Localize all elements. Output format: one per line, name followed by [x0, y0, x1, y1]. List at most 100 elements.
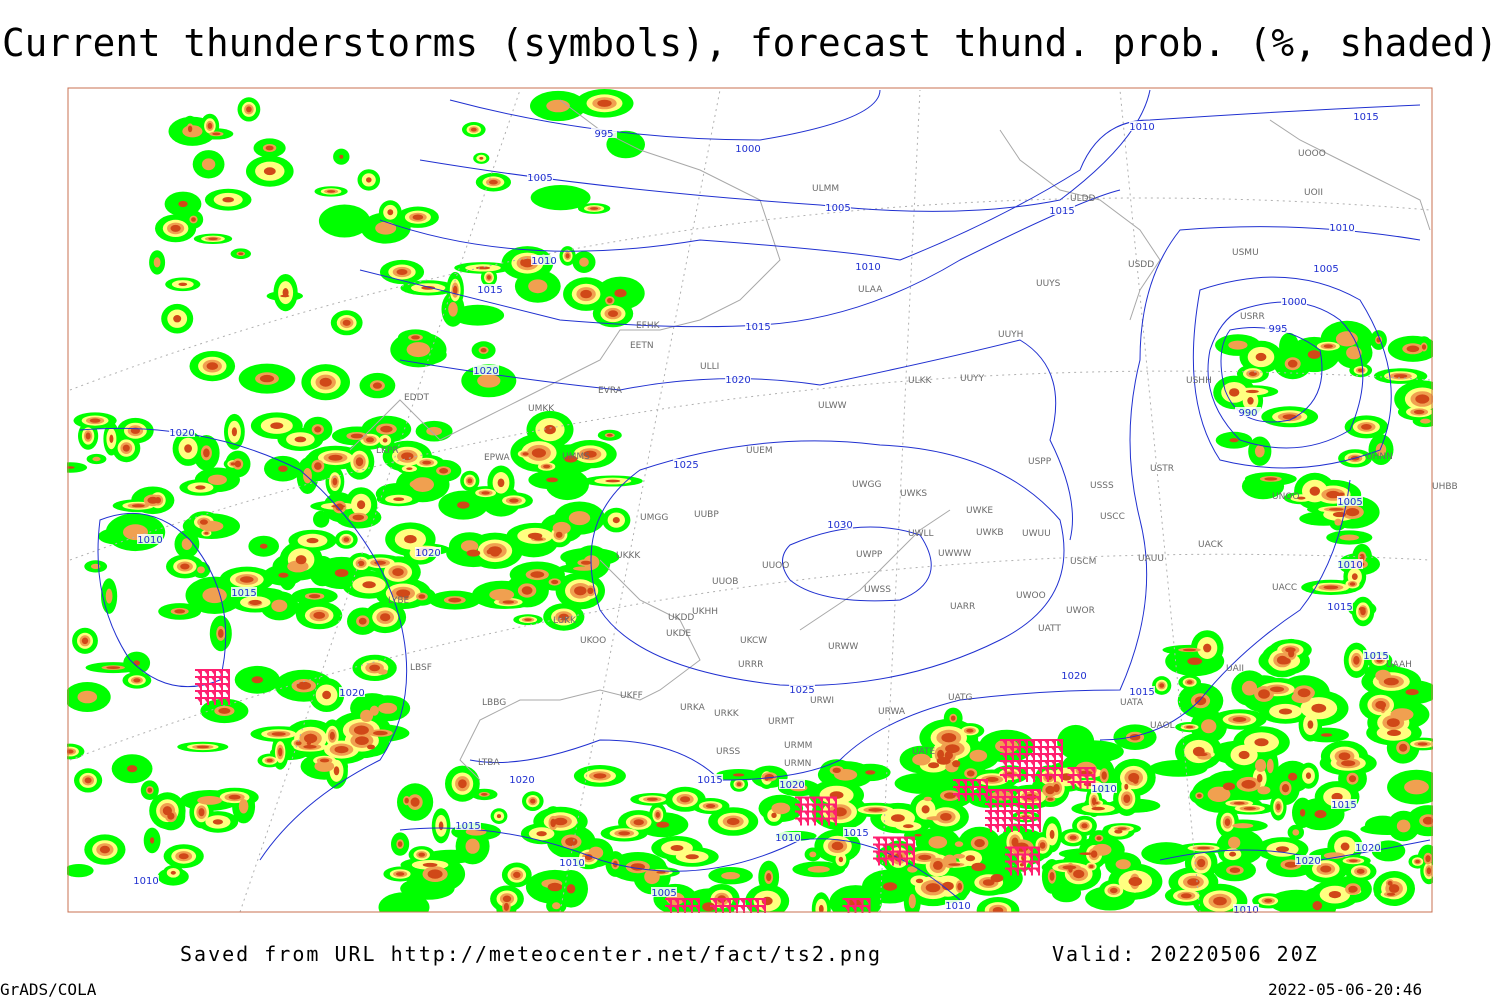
shade-blob	[1256, 773, 1263, 783]
station-label: UWUU	[1022, 529, 1051, 539]
storm-symbol	[752, 905, 759, 913]
shade-blob	[418, 852, 426, 857]
shade-blob	[327, 190, 336, 193]
shade-blob	[903, 824, 914, 829]
shade-blob	[342, 319, 351, 326]
isobar-label-bg	[735, 143, 761, 153]
shade-blob	[1328, 891, 1341, 899]
storm-symbol	[710, 898, 717, 906]
isobar-label: 1020	[339, 688, 364, 699]
shade-blob	[1399, 743, 1408, 752]
shade-blob	[1380, 704, 1385, 711]
storm-symbol	[1035, 760, 1042, 768]
station-label: UUBP	[694, 510, 719, 520]
storm-symbol	[759, 905, 766, 913]
shade-blob	[207, 122, 213, 129]
shade-blob	[1186, 680, 1193, 685]
shade-blob	[925, 883, 941, 893]
storm-symbol	[665, 905, 672, 913]
station-label: USTR	[1150, 464, 1174, 474]
shade-blob	[1264, 898, 1273, 903]
shade-blob	[1353, 655, 1360, 665]
storm-symbol	[223, 676, 230, 684]
storm-symbol	[752, 898, 759, 906]
station-label: UKKK	[616, 551, 641, 561]
station-label: URKK	[714, 709, 740, 719]
shade-blob	[1420, 418, 1431, 424]
isobar-label-bg	[725, 374, 751, 384]
storm-symbol	[1074, 781, 1082, 789]
storm-symbol	[1056, 739, 1063, 747]
isobar-label-bg	[825, 202, 851, 212]
shade-blob	[1201, 719, 1217, 734]
isobar-label: 1025	[789, 685, 814, 696]
storm-symbol	[693, 898, 700, 906]
shade-blob	[1229, 388, 1240, 397]
shade-blob	[766, 873, 772, 882]
station-label: UKHH	[692, 607, 718, 617]
shade-blob	[1348, 775, 1357, 783]
shade-blob	[206, 362, 218, 370]
shade-blob	[180, 563, 190, 570]
shade-blob	[1329, 508, 1344, 511]
storm-symbol	[1007, 774, 1014, 782]
station-label: LBSF	[410, 663, 432, 673]
shade-blob	[353, 725, 369, 735]
storm-symbol	[960, 786, 967, 794]
shade-blob	[605, 479, 621, 483]
shade-blob	[530, 571, 545, 578]
storm-symbol	[1013, 796, 1020, 804]
isobar-label-bg	[779, 779, 805, 789]
station-label: UMKK	[528, 404, 555, 414]
storm-symbol	[1049, 767, 1056, 775]
station-label: UUYH	[998, 330, 1023, 340]
station-label: USCC	[1100, 512, 1125, 522]
storm-symbol	[830, 810, 837, 819]
shade-blob	[928, 836, 948, 849]
storm-symbol	[967, 779, 974, 787]
station-label: EDDT	[404, 393, 430, 403]
storm-symbol	[999, 817, 1006, 825]
shade-blob	[1101, 771, 1107, 780]
isobar-label: 1010	[1233, 905, 1258, 916]
shade-blob	[1405, 689, 1419, 696]
storm-symbol	[1049, 753, 1056, 761]
shade-blob	[1326, 490, 1341, 499]
shade-blob	[593, 773, 607, 779]
shade-blob	[178, 200, 188, 208]
storm-symbol	[974, 793, 981, 801]
shade-blob	[1361, 424, 1372, 430]
storm-symbol	[960, 793, 967, 801]
storm-symbol	[1056, 760, 1063, 768]
shade-blob	[329, 731, 335, 741]
shade-blob	[732, 773, 745, 777]
shade-blob	[489, 179, 498, 185]
station-label: UWWW	[938, 549, 971, 559]
shade-blob	[1314, 810, 1327, 819]
storm-symbol	[999, 796, 1006, 804]
storm-symbol	[1056, 746, 1063, 754]
shade-blob	[521, 586, 533, 595]
isobar-label-bg	[1329, 222, 1355, 232]
shade-blob	[590, 207, 599, 210]
shade-blob	[1266, 758, 1274, 774]
shade-blob	[655, 811, 660, 818]
shade-blob	[328, 454, 343, 461]
shade-blob	[131, 504, 145, 508]
storm-symbol	[809, 803, 816, 812]
shade-blob	[530, 185, 591, 211]
shade-blob	[313, 510, 330, 528]
isobar-label: 1030	[827, 520, 852, 531]
shade-blob	[1049, 829, 1055, 839]
shade-blob	[392, 568, 404, 577]
shade-blob	[1053, 784, 1060, 793]
storm-symbol	[960, 779, 967, 787]
shade-blob	[1213, 896, 1227, 906]
shade-blob	[566, 884, 576, 894]
grid-line	[879, 89, 921, 913]
station-label: ULLI	[700, 362, 719, 372]
storm-symbol	[223, 669, 230, 677]
shade-blob	[1288, 650, 1295, 658]
shade-blob	[546, 477, 558, 483]
shade-blob	[382, 438, 388, 443]
